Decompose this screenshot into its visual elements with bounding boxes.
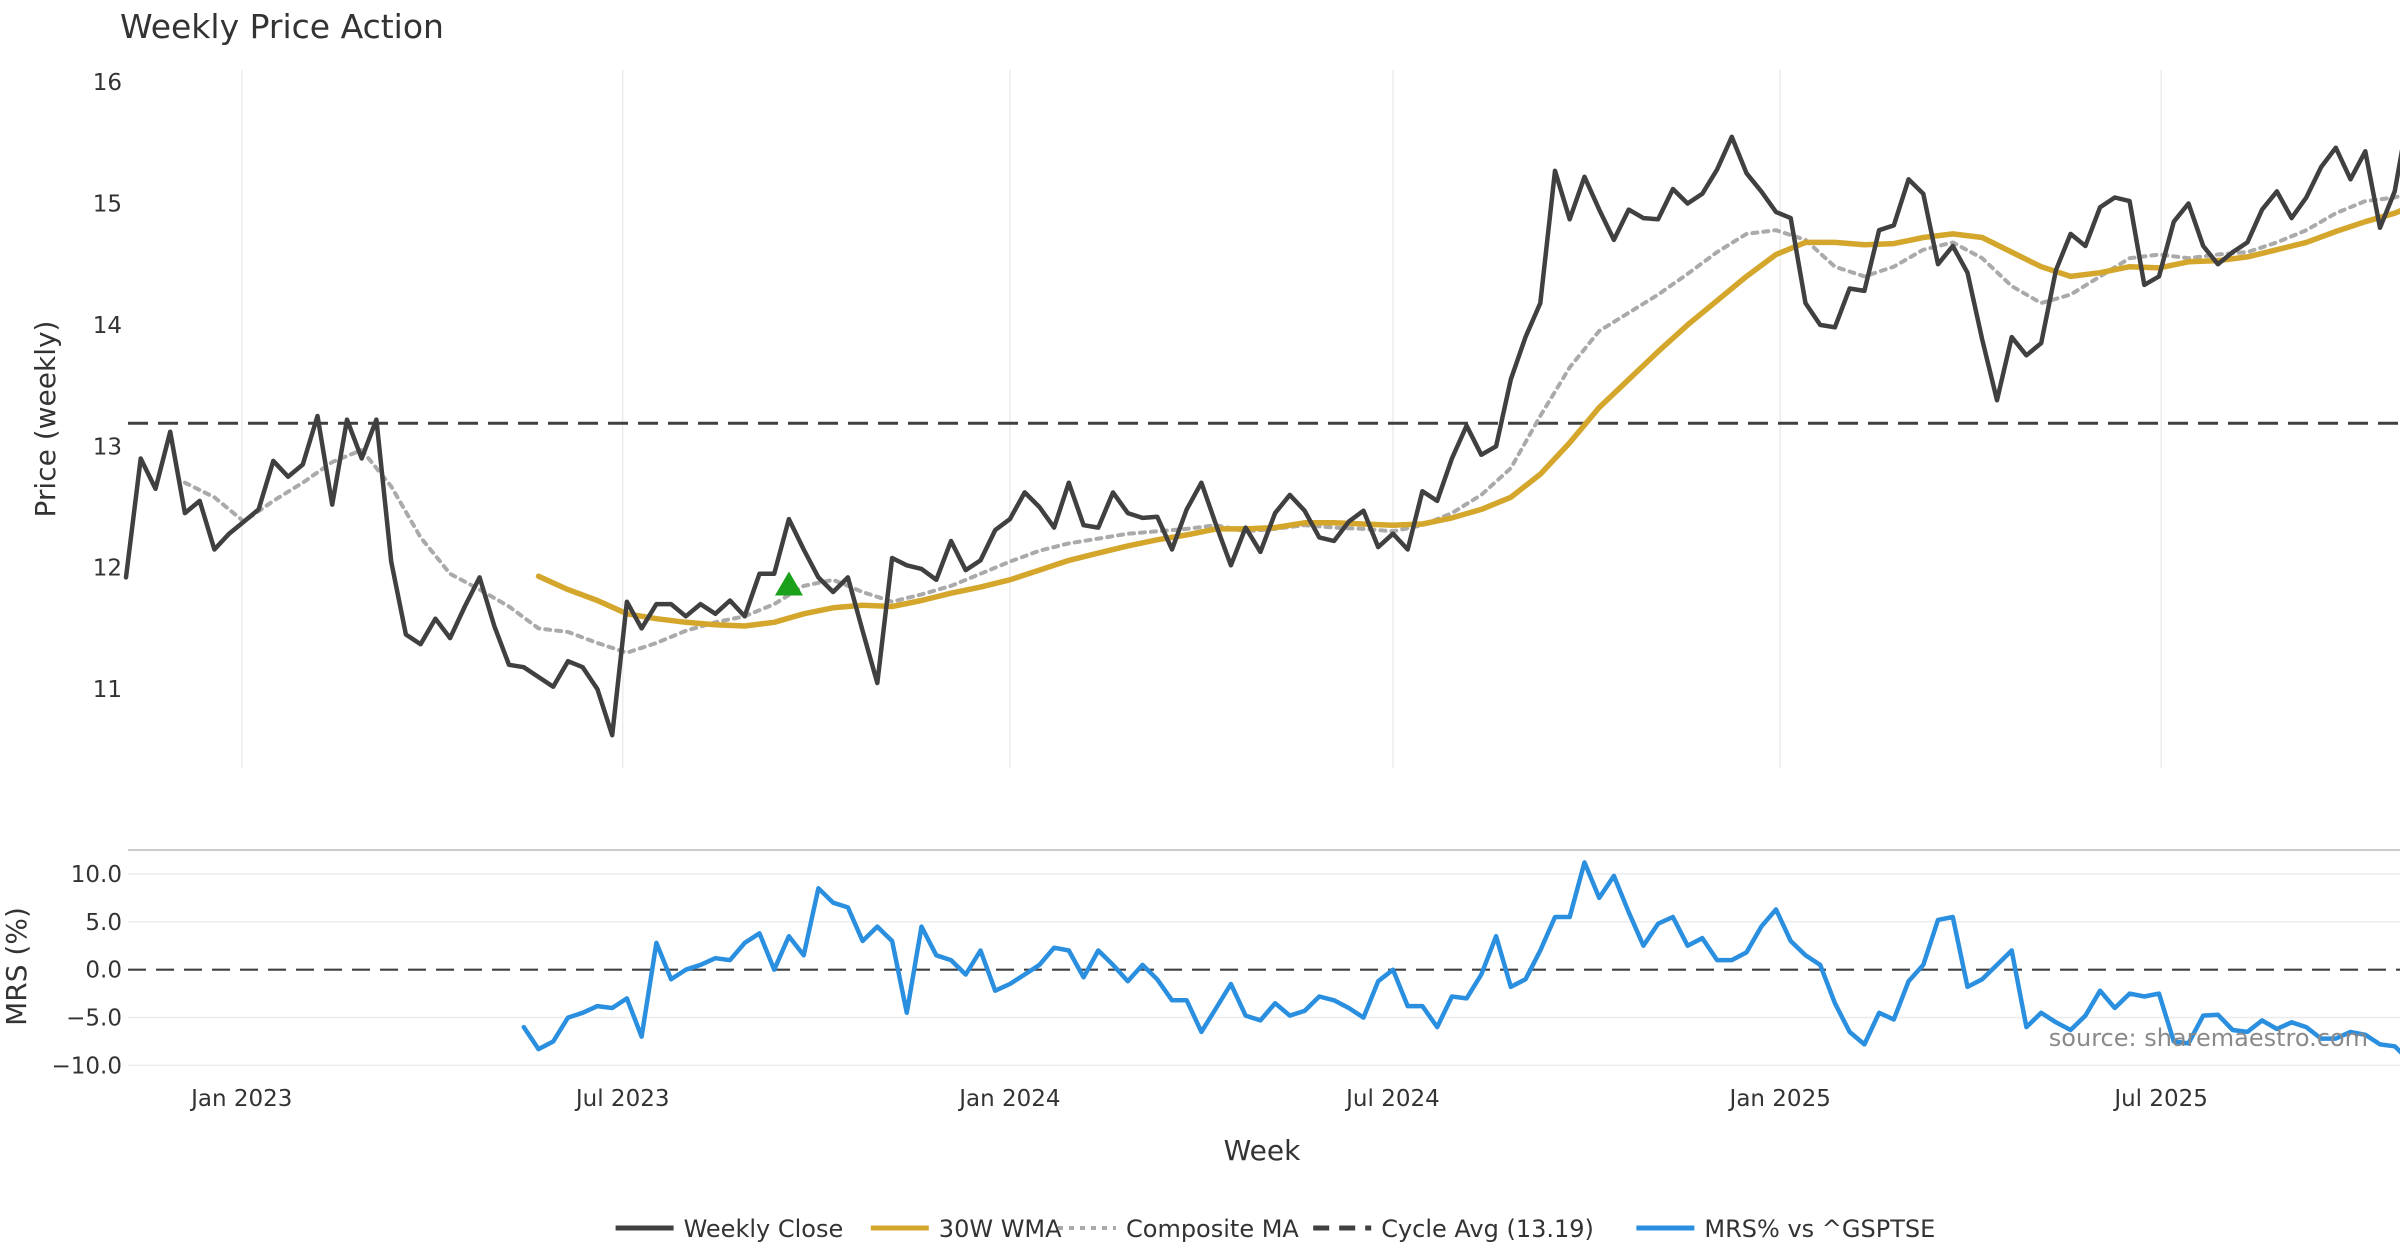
series-mrs-0 [521,860,2400,1055]
x-tick-2: Jan 2024 [957,1086,1060,1112]
mrs-panel: 10.0 5.0 0.0 −5.0 −10.0 MRS (%) source: shar… [0,849,2400,1079]
price-panel: 11 12 13 14 15 16 Price (weekly) [29,70,2400,768]
series-30w-wma [535,208,2400,629]
mrs-y-tick-1: 5.0 [85,910,122,936]
mrs-y-tick-4: −10.0 [52,1053,122,1079]
price-series [123,134,2400,738]
legend: Weekly Close 30W WMA Composite MA Cycle Avg… [615,1215,1935,1243]
chart-title: Weekly Price Action [120,7,444,46]
x-tick-3: Jul 2024 [1344,1086,1440,1112]
x-axis-label: Week [1224,1134,1301,1167]
price-y-tick-3: 14 [93,313,122,339]
mrs-y-tick-3: −5.0 [66,1006,122,1032]
legend-label-0: Weekly Close [684,1215,844,1243]
price-y-tick-5: 16 [93,70,122,96]
mrs-y-tick-2: 0.0 [85,958,122,984]
x-axis-ticks: Jan 2023 Jul 2023 Jan 2024 Jul 2024 Jan 2025… [189,1086,2208,1112]
legend-label-1: 30W WMA [939,1215,1062,1243]
mrs-y-axis-label: MRS (%) [0,907,33,1026]
legend-label-2: Composite MA [1126,1215,1299,1243]
x-tick-0: Jan 2023 [189,1086,292,1112]
legend-label-4: MRS% vs ^GSPTSE [1704,1215,1935,1243]
price-grid [241,70,2162,768]
price-y-tick-1: 12 [93,556,122,582]
price-y-tick-0: 11 [93,677,122,703]
x-tick-1: Jul 2023 [574,1086,670,1112]
price-y-tick-4: 15 [93,192,122,218]
price-y-axis-label: Price (weekly) [29,321,62,518]
mrs-grid [128,873,2400,1067]
x-tick-4: Jan 2025 [1728,1086,1831,1112]
source-label: source: sharemaestro.com [2049,1024,2368,1052]
series-weekly-close [123,134,2400,738]
legend-label-3: Cycle Avg (13.19) [1381,1215,1594,1243]
mrs-series [521,860,2400,1055]
price-y-ticks: 11 12 13 14 15 16 [93,70,122,703]
mrs-y-tick-0: 10.0 [71,862,122,888]
signal-triangle-marker [774,571,803,596]
price-y-tick-2: 13 [93,434,122,460]
x-tick-5: Jul 2025 [2112,1086,2208,1112]
mrs-y-ticks: 10.0 5.0 0.0 −5.0 −10.0 [52,862,122,1079]
